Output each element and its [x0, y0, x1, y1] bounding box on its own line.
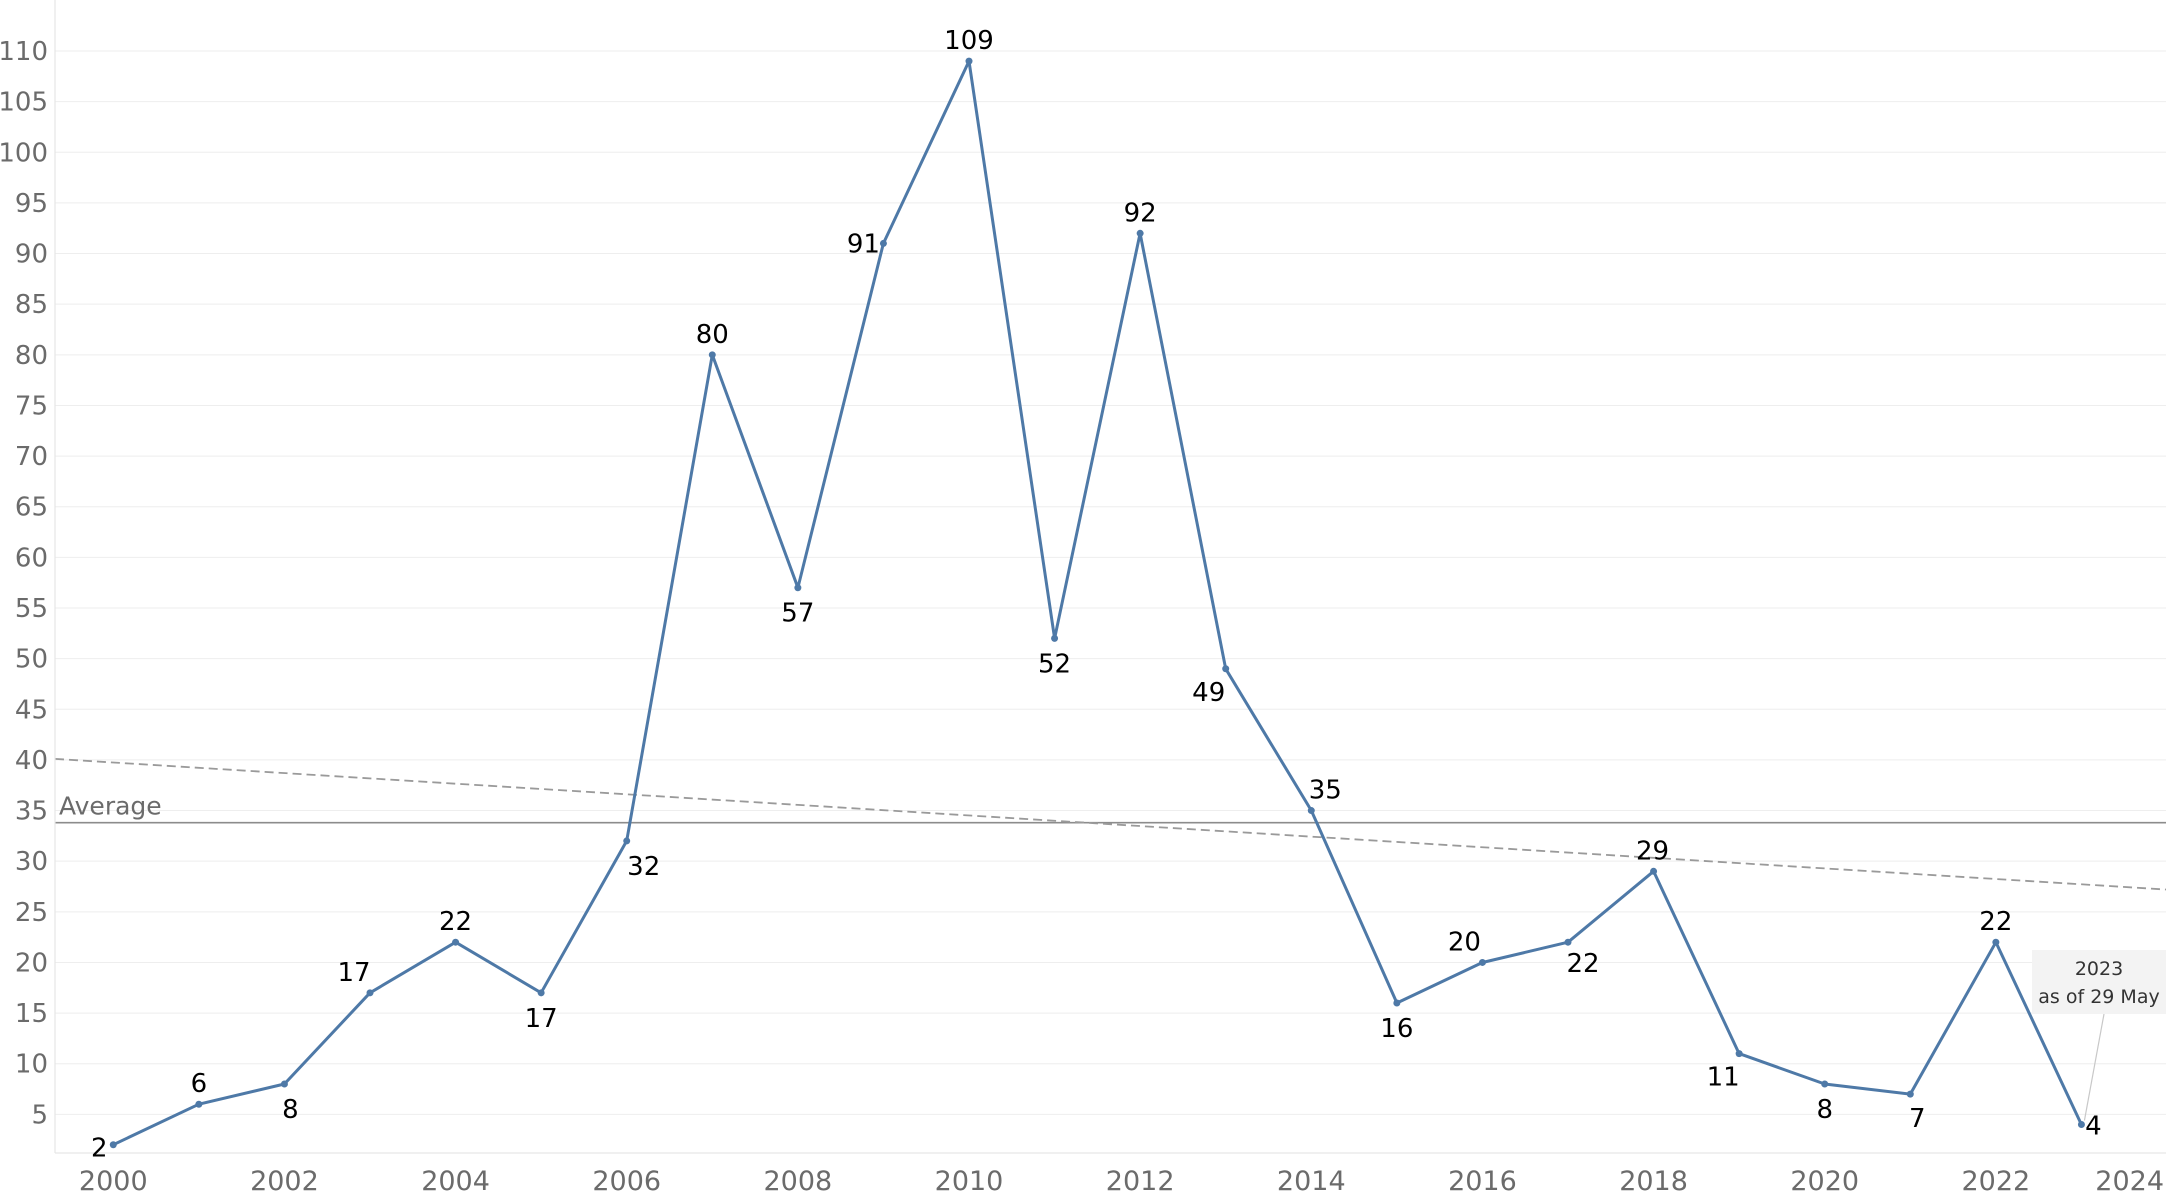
data-label: 20: [1448, 927, 1481, 957]
trend-line: [54, 757, 2166, 891]
data-point: [280, 1080, 288, 1088]
data-point: [2077, 1120, 2085, 1128]
average-label: Average: [59, 792, 162, 821]
series-line: [112, 59, 2083, 1147]
data-point: [879, 239, 887, 247]
x-tick-label: 2004: [421, 1166, 490, 1197]
data-point: [1821, 1080, 1829, 1088]
data-label: 22: [439, 907, 472, 937]
data-label: 35: [1309, 776, 1342, 806]
data-label: 7: [1909, 1104, 1926, 1134]
data-point: [537, 989, 545, 997]
data-point: [1136, 229, 1144, 237]
x-tick-label: 2018: [1619, 1166, 1688, 1197]
annotation-box: [2032, 950, 2166, 1014]
data-label: 29: [1636, 836, 1669, 866]
gridlines: [55, 50, 2166, 1115]
x-tick-label: 2002: [250, 1166, 319, 1197]
data-label: 22: [1566, 949, 1599, 979]
x-tick-label: 2022: [1961, 1166, 2030, 1197]
data-label: 80: [696, 320, 729, 350]
data-point: [1051, 634, 1059, 642]
x-tick-label: 2006: [592, 1166, 661, 1197]
y-tick-label: 25: [15, 898, 48, 928]
data-point: [1478, 958, 1486, 966]
y-tick-label: 100: [0, 138, 48, 168]
y-tick-label: 55: [15, 594, 48, 624]
data-point: [1393, 999, 1401, 1007]
x-tick-label: 2024: [2095, 1166, 2164, 1197]
data-label: 17: [337, 958, 370, 988]
annotation-year: 2023: [2075, 958, 2123, 980]
data-label: 109: [944, 26, 994, 56]
x-tick-label: 2010: [935, 1166, 1004, 1197]
data-label: 2: [91, 1134, 108, 1164]
data-label: 32: [627, 852, 660, 882]
y-tick-label: 50: [15, 645, 48, 675]
data-label: 8: [1816, 1095, 1833, 1125]
y-tick-label: 45: [15, 695, 48, 725]
y-tick-label: 85: [15, 290, 48, 320]
data-point: [1222, 665, 1230, 673]
y-tick-label: 90: [15, 240, 48, 270]
data-point: [708, 351, 716, 359]
data-label: 11: [1707, 1063, 1740, 1093]
y-tick-label: 35: [15, 797, 48, 827]
data-label: 92: [1124, 198, 1157, 228]
y-tick-label: 65: [15, 493, 48, 523]
data-label: 22: [1979, 907, 2012, 937]
reference-lines: Average: [54, 757, 2166, 891]
annotation: 2023 as of 29 May: [2032, 950, 2166, 1121]
x-tick-label: 2020: [1790, 1166, 1859, 1197]
y-tick-label: 105: [0, 88, 48, 118]
annotation-leader-line: [2083, 1013, 2105, 1121]
y-tick-label: 30: [15, 847, 48, 877]
data-label: 4: [2085, 1111, 2102, 1141]
series: [109, 57, 2085, 1149]
data-label: 17: [525, 1004, 558, 1034]
data-point: [1307, 807, 1315, 815]
x-tick-label: 2012: [1106, 1166, 1175, 1197]
x-tick-label: 2014: [1277, 1166, 1346, 1197]
y-tick-label: 60: [15, 543, 48, 573]
x-tick-label: 2016: [1448, 1166, 1517, 1197]
data-point: [623, 837, 631, 845]
x-tick-label: 2008: [763, 1166, 832, 1197]
y-tick-label: 110: [0, 37, 48, 67]
data-point: [109, 1141, 117, 1149]
y-tick-label: 10: [15, 1050, 48, 1080]
y-tick-label: 70: [15, 442, 48, 472]
y-tick-label: 75: [15, 391, 48, 421]
data-point: [1650, 867, 1658, 875]
annotation-date: as of 29 May: [2038, 986, 2159, 1008]
x-tick-label: 2000: [79, 1166, 148, 1197]
data-point: [1906, 1090, 1914, 1098]
y-tick-label: 40: [15, 746, 48, 776]
data-point: [1735, 1050, 1743, 1058]
y-tick-label: 20: [15, 948, 48, 978]
data-point: [1992, 938, 2000, 946]
data-point: [366, 989, 374, 997]
data-point: [195, 1100, 203, 1108]
y-tick-label: 80: [15, 341, 48, 371]
data-label: 16: [1380, 1014, 1413, 1044]
y-tick-label: 95: [15, 189, 48, 219]
data-point: [794, 584, 802, 592]
data-label: 91: [847, 229, 880, 259]
y-tick-label: 5: [31, 1100, 48, 1130]
y-tick-label: 15: [15, 999, 48, 1029]
data-labels: 2 6 8 17 22 17 32 80 57 91 109 52 92 49 35 16 20 22 29 11 8 7…: [91, 26, 2102, 1164]
data-label: 57: [781, 599, 814, 629]
data-label: 6: [191, 1069, 208, 1099]
data-point: [452, 938, 460, 946]
data-label: 49: [1192, 678, 1225, 708]
data-label: 8: [282, 1095, 299, 1125]
data-point: [1564, 938, 1572, 946]
data-label: 52: [1038, 649, 1071, 679]
data-point: [965, 57, 973, 65]
